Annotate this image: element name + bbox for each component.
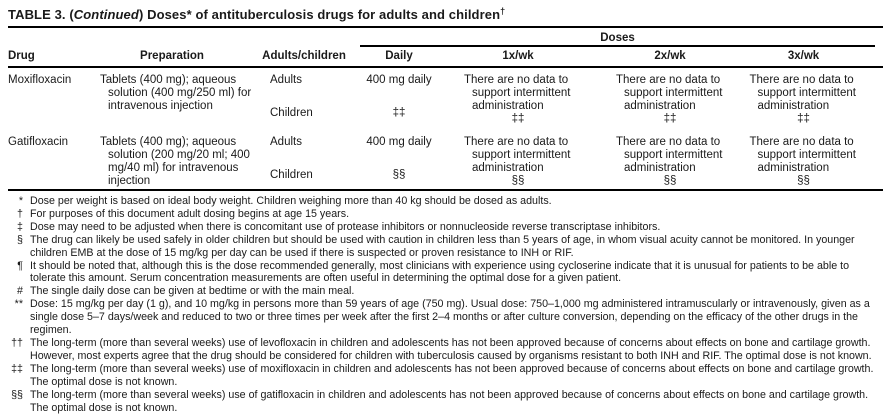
table-title: TABLE 3. (Continued) Doses* of antituber… (8, 6, 883, 22)
col-header-1xwk: 1x/wk (502, 50, 534, 62)
1xwk-children-footnote-ref: §§ (511, 175, 525, 187)
preparation-cell: Tablets (400 mg); aqueous solution (200 … (92, 136, 252, 189)
footnote-text: The drug can likely be used safely in ol… (30, 233, 855, 259)
title-rule: TABLE 3. (Continued) Doses* of antituber… (8, 6, 883, 28)
adults-label: Adults (270, 136, 302, 148)
col-header-drug: Drug (8, 50, 35, 62)
footnote-symbol: § (17, 233, 23, 246)
daily-adults-dose: 400 mg daily (366, 136, 432, 148)
footnote: ‡ Dose may need to be adjusted when ther… (8, 221, 883, 234)
footnote: § The drug can likely be used safely in … (8, 234, 883, 260)
1xwk-children-footnote-ref: ‡‡ (511, 113, 525, 125)
daily-adults-dose: 400 mg daily (366, 74, 432, 86)
footnote: * Dose per weight is based on ideal body… (8, 195, 883, 208)
adults-children-cell: Adults Children (252, 74, 356, 130)
preparation-text: Tablets (400 mg); aqueous solution (200 … (100, 136, 250, 187)
table-bottom-rule (8, 189, 883, 191)
3xwk-adults-note: There are no data to support intermitten… (749, 136, 856, 174)
footnote: ** Dose: 15 mg/kg per day (1 g), and 10 … (8, 298, 883, 337)
2xwk-adults-note: There are no data to support intermitten… (616, 74, 723, 112)
col-header-3xwk: 3x/wk (787, 50, 820, 62)
adults-label: Adults (270, 74, 302, 86)
footnote-symbol: ‡‡ (11, 362, 23, 375)
doses-group-header: Doses (360, 28, 875, 47)
drug-name: Gatifloxacin (8, 136, 69, 148)
3xwk-children-footnote-ref: ‡‡ (797, 113, 810, 125)
footnote: ‡‡ The long-term (more than several week… (8, 363, 883, 389)
children-label: Children (270, 107, 313, 119)
drug-name: Moxifloxacin (8, 74, 72, 86)
footnote-symbol: §§ (11, 388, 23, 401)
3xwk-cell: There are no data to support intermitten… (746, 136, 883, 189)
footnote-text: The long-term (more than several weeks) … (30, 362, 874, 388)
2xwk-cell: There are no data to support intermitten… (594, 74, 746, 130)
1xwk-adults-note: There are no data to support intermitten… (464, 136, 571, 174)
1xwk-adults-note: There are no data to support intermitten… (464, 74, 571, 112)
footnote-symbol: ¶ (17, 259, 23, 272)
daily-cell: 400 mg daily ‡‡ (356, 74, 442, 130)
footnotes-section: * Dose per weight is based on ideal body… (8, 191, 883, 414)
footnote-text: The long-term (more than several weeks) … (30, 388, 869, 414)
footnote: ¶ It should be noted that, although this… (8, 260, 883, 286)
title-part1: TABLE 3. ( (8, 7, 74, 22)
3xwk-adults-note: There are no data to support intermitten… (749, 74, 856, 112)
title-dagger: † (500, 6, 506, 16)
2xwk-children-footnote-ref: ‡‡ (663, 113, 677, 125)
title-continued: Continued (73, 7, 139, 22)
col-header-preparation: Preparation (140, 50, 204, 62)
table-row: Gatifloxacin Tablets (400 mg); aqueous s… (8, 130, 883, 189)
col-header-adults-children: Adults/children (262, 50, 346, 62)
footnote-text: The long-term (more than several weeks) … (30, 336, 872, 362)
footnote-text: For purposes of this document adult dosi… (30, 207, 350, 220)
footnote-symbol: # (17, 285, 23, 298)
footnote: # The single daily dose can be given at … (8, 285, 883, 298)
1xwk-cell: There are no data to support intermitten… (442, 74, 594, 130)
footnote-text: It should be noted that, although this i… (30, 259, 850, 285)
title-part2: ) Doses* of antituberculosis drugs for a… (138, 7, 501, 22)
daily-cell: 400 mg daily §§ (356, 136, 442, 189)
column-header-row: Drug Preparation Adults/children Daily 1… (8, 47, 883, 68)
footnote-text: Dose may need to be adjusted when there … (30, 220, 661, 233)
1xwk-cell: There are no data to support intermitten… (442, 136, 594, 189)
footnote: † For purposes of this document adult do… (8, 208, 883, 221)
footnote: §§ The long-term (more than several week… (8, 389, 883, 414)
daily-children-footnote-ref: §§ (392, 169, 406, 181)
preparation-text: Tablets (400 mg); aqueous solution (400 … (100, 74, 252, 112)
footnote-symbol: ** (14, 298, 23, 311)
footnote-symbol: ‡ (17, 220, 23, 233)
3xwk-cell: There are no data to support intermitten… (746, 74, 883, 130)
adults-children-cell: Adults Children (252, 136, 356, 189)
footnote-symbol: †† (11, 336, 23, 349)
preparation-cell: Tablets (400 mg); aqueous solution (400 … (92, 74, 252, 130)
col-header-daily: Daily (385, 50, 413, 62)
footnote-symbol: * (18, 195, 23, 207)
footnote-text: Dose: 15 mg/kg per day (1 g), and 10 mg/… (30, 298, 870, 337)
children-label: Children (270, 169, 313, 181)
3xwk-children-footnote-ref: §§ (797, 175, 810, 187)
footnote: †† The long-term (more than several week… (8, 337, 883, 363)
footnote-text: Dose per weight is based on ideal body w… (30, 195, 552, 207)
col-header-2xwk: 2x/wk (654, 50, 686, 62)
footnote-symbol: † (17, 207, 23, 220)
table-row: Moxifloxacin Tablets (400 mg); aqueous s… (8, 68, 883, 130)
2xwk-cell: There are no data to support intermitten… (594, 136, 746, 189)
2xwk-adults-note: There are no data to support intermitten… (616, 136, 723, 174)
daily-children-footnote-ref: ‡‡ (392, 107, 406, 119)
2xwk-children-footnote-ref: §§ (663, 175, 677, 187)
footnote-text: The single daily dose can be given at be… (30, 285, 355, 298)
